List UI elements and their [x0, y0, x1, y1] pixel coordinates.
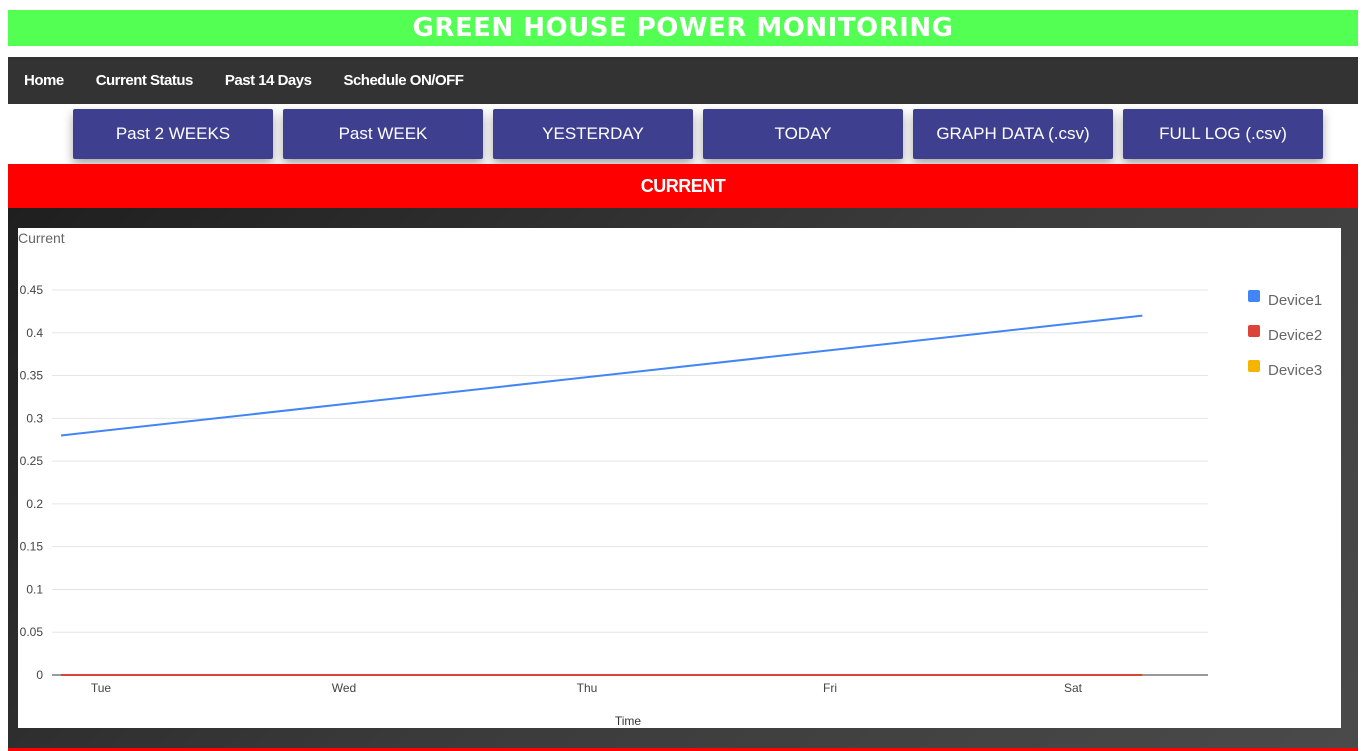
legend-label: Device2 — [1268, 327, 1322, 344]
chart-title: Current — [18, 230, 65, 246]
y-tick-label: 0.35 — [20, 369, 44, 383]
legend-swatch — [1248, 360, 1260, 372]
past-2-weeks-button[interactable]: Past 2 WEEKS — [73, 109, 273, 159]
chart-card: 0 0.05 0.1 0.15 0.2 0.25 0.3 0.35 0.4 0.45 Tue Wed… — [18, 228, 1341, 728]
section-title: CURRENT — [8, 164, 1358, 208]
y-tick-label: 0.3 — [26, 411, 43, 425]
nav-bar: Home Current Status Past 14 Days Schedul… — [8, 57, 1358, 104]
page-title: GREEN HOUSE POWER MONITORING — [8, 10, 1358, 46]
y-axis: 0 0.05 0.1 0.15 0.2 0.25 0.3 0.35 0.4 0.45 — [20, 283, 44, 682]
y-tick-label: 0.4 — [26, 326, 43, 340]
chart-series — [60, 314, 1143, 676]
past-week-button[interactable]: Past WEEK — [283, 109, 483, 159]
x-tick-label: Sat — [1064, 681, 1083, 695]
legend-label: Device1 — [1268, 292, 1322, 309]
legend-swatch — [1248, 325, 1260, 337]
x-tick-label: Thu — [577, 681, 598, 695]
graph-data-csv-button[interactable]: GRAPH DATA (.csv) — [913, 109, 1113, 159]
series-line-device1 — [60, 314, 1143, 437]
x-tick-label: Tue — [91, 681, 112, 695]
x-axis: Tue Wed Thu Fri Sat — [91, 681, 1083, 695]
line-chart: 0 0.05 0.1 0.15 0.2 0.25 0.3 0.35 0.4 0.45 Tue Wed… — [18, 230, 1322, 728]
range-button-row: Past 2 WEEKS Past WEEK YESTERDAY TODAY G… — [73, 109, 1333, 159]
legend-label: Device3 — [1268, 362, 1322, 379]
y-tick-label: 0 — [36, 668, 43, 682]
x-axis-label: Time — [615, 714, 642, 728]
y-tick-label: 0.2 — [26, 497, 43, 511]
x-tick-label: Wed — [332, 681, 356, 695]
nav-past-14-days[interactable]: Past 14 Days — [224, 72, 312, 89]
today-button[interactable]: TODAY — [703, 109, 903, 159]
yesterday-button[interactable]: YESTERDAY — [493, 109, 693, 159]
nav-current-status[interactable]: Current Status — [95, 72, 194, 89]
chart-legend: Device1 Device2 Device3 — [1248, 290, 1322, 379]
chart-grid — [52, 289, 1208, 676]
y-tick-label: 0.45 — [20, 283, 44, 297]
y-tick-label: 0.25 — [20, 454, 44, 468]
full-log-csv-button[interactable]: FULL LOG (.csv) — [1123, 109, 1323, 159]
y-tick-label: 0.1 — [26, 582, 43, 596]
x-tick-label: Fri — [823, 681, 837, 695]
y-tick-label: 0.15 — [20, 540, 44, 554]
bottom-strip — [8, 748, 1358, 751]
nav-schedule-on-off[interactable]: Schedule ON/OFF — [343, 72, 464, 89]
nav-home[interactable]: Home — [24, 72, 64, 89]
legend-swatch — [1248, 290, 1260, 302]
y-tick-label: 0.05 — [20, 625, 44, 639]
